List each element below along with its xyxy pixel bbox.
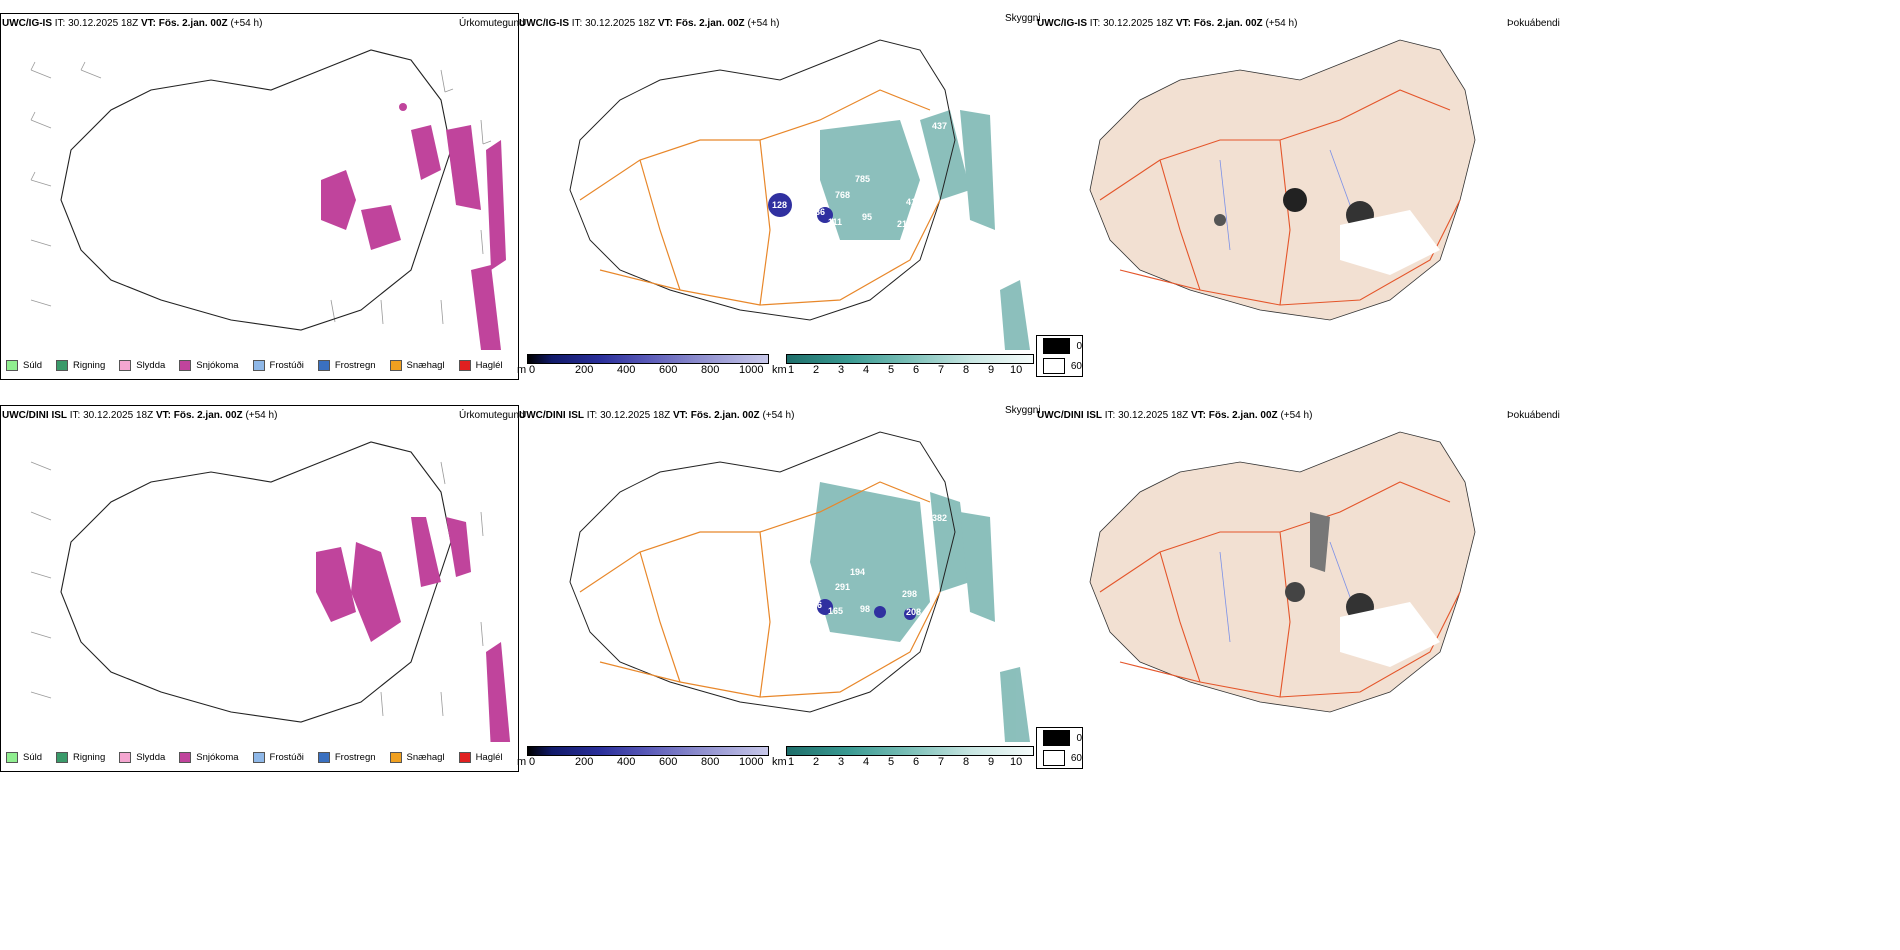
visibility-colorbar-top: km 1 2 3 4 5 6 7 8 9 10 <box>772 354 1034 380</box>
legend-item: Snjókoma <box>179 360 239 371</box>
header-precip-igis: UWC/IG-IS IT: 30.12.2025 18Z VT: Fös. 2.… <box>2 18 263 29</box>
value-labels: 382 194 291 298 66 165 98 208 <box>812 513 947 617</box>
legend-item: Frostregn <box>317 752 376 763</box>
legend-item: Haglél <box>458 360 503 371</box>
panel-precip-dini <box>0 405 519 772</box>
snow-areas <box>316 517 511 742</box>
svg-text:95: 95 <box>862 212 872 222</box>
title-fog-dini: Þokuábendi <box>1507 410 1560 421</box>
ceiling-colorbar-top: m 0 200 400 600 800 1000 <box>517 354 769 380</box>
legend-item: Snjókoma <box>179 752 239 763</box>
title-fog-igis: Þokuábendi <box>1507 18 1560 29</box>
svg-text:86: 86 <box>815 207 825 217</box>
wind-barbs <box>30 61 492 325</box>
low-ceiling-areas <box>768 193 833 223</box>
legend-item: Slydda <box>119 360 165 371</box>
svg-text:418: 418 <box>906 197 921 207</box>
legend-item: Súld <box>6 360 42 371</box>
map-vis-dini: 382 194 291 298 66 165 98 208 <box>569 431 1030 742</box>
header-fog-igis: UWC/IG-IS IT: 30.12.2025 18Z VT: Fös. 2.… <box>1037 18 1298 29</box>
title-vis-dini: Skyggni <box>1005 405 1041 416</box>
svg-text:98: 98 <box>860 604 870 614</box>
svg-text:768: 768 <box>835 190 850 200</box>
svg-text:219: 219 <box>897 219 912 229</box>
roads <box>579 89 941 306</box>
snow-areas <box>321 103 506 350</box>
legend-item: Frostúði <box>252 752 304 763</box>
low-ceiling-areas <box>817 599 916 620</box>
svg-text:111: 111 <box>828 217 842 227</box>
svg-text:382: 382 <box>932 513 947 523</box>
map-fog-dini <box>1089 431 1476 713</box>
iceland-outline <box>569 39 956 321</box>
iceland-outline <box>60 441 452 723</box>
header-vis-igis: UWC/IG-IS IT: 30.12.2025 18Z VT: Fös. 2.… <box>519 18 780 29</box>
fog-legend-bottom: 0 60 <box>1036 727 1083 769</box>
map-fog-igis <box>1089 39 1476 321</box>
roads <box>1099 89 1461 306</box>
fog-index-dark <box>1285 512 1374 621</box>
visibility-colorbar-bottom: km 1 2 3 4 5 6 7 8 9 10 <box>772 746 1034 772</box>
iceland-land <box>1089 39 1476 321</box>
svg-text:208: 208 <box>906 607 921 617</box>
low-vis-areas <box>810 482 1030 742</box>
panel-precip-igis <box>0 13 519 380</box>
svg-text:437: 437 <box>932 121 947 131</box>
precip-legend-bottom: Súld Rigning Slydda Snjókoma Frostúði Fr… <box>6 752 517 763</box>
svg-text:194: 194 <box>850 567 865 577</box>
ceiling-colorbar-bottom: m 0 200 400 600 800 1000 <box>517 746 769 772</box>
legend-item: Frostregn <box>317 360 376 371</box>
legend-item: Snæhagl <box>389 752 445 763</box>
legend-item: Frostúði <box>252 360 304 371</box>
fog-legend-top: 0 60 <box>1036 335 1083 377</box>
map-precip-igis <box>30 49 506 350</box>
roads <box>579 481 941 698</box>
legend-item: Haglél <box>458 752 503 763</box>
svg-text:298: 298 <box>902 589 917 599</box>
iceland-land <box>1089 431 1476 713</box>
precip-legend-top: Súld Rigning Slydda Snjókoma Frostúði Fr… <box>6 360 517 371</box>
legend-item: Snæhagl <box>389 360 445 371</box>
map-precip-dini <box>30 441 511 742</box>
svg-text:66: 66 <box>812 600 822 610</box>
low-vis-areas <box>820 110 1030 350</box>
fog-index-light <box>1340 602 1440 667</box>
title-precip-igis: Úrkomutegund <box>459 18 525 29</box>
svg-text:203: 203 <box>910 216 925 226</box>
svg-text:291: 291 <box>835 582 850 592</box>
svg-text:128: 128 <box>772 200 787 210</box>
fog-index-light <box>1340 210 1440 275</box>
wind-barbs <box>30 461 484 717</box>
header-vis-dini: UWC/DINI ISL IT: 30.12.2025 18Z VT: Fös.… <box>519 410 795 421</box>
iceland-outline <box>60 49 452 331</box>
svg-text:165: 165 <box>828 606 843 616</box>
iceland-outline <box>569 431 956 713</box>
legend-item: Súld <box>6 752 42 763</box>
header-fog-dini: UWC/DINI ISL IT: 30.12.2025 18Z VT: Fös.… <box>1037 410 1313 421</box>
legend-item: Rigning <box>56 360 105 371</box>
legend-item: Slydda <box>119 752 165 763</box>
title-vis-igis: Skyggni <box>1005 13 1041 24</box>
header-precip-dini: UWC/DINI ISL IT: 30.12.2025 18Z VT: Fös.… <box>2 410 278 421</box>
svg-text:785: 785 <box>855 174 870 184</box>
legend-item: Rigning <box>56 752 105 763</box>
title-precip-dini: Úrkomutegund <box>459 410 525 421</box>
